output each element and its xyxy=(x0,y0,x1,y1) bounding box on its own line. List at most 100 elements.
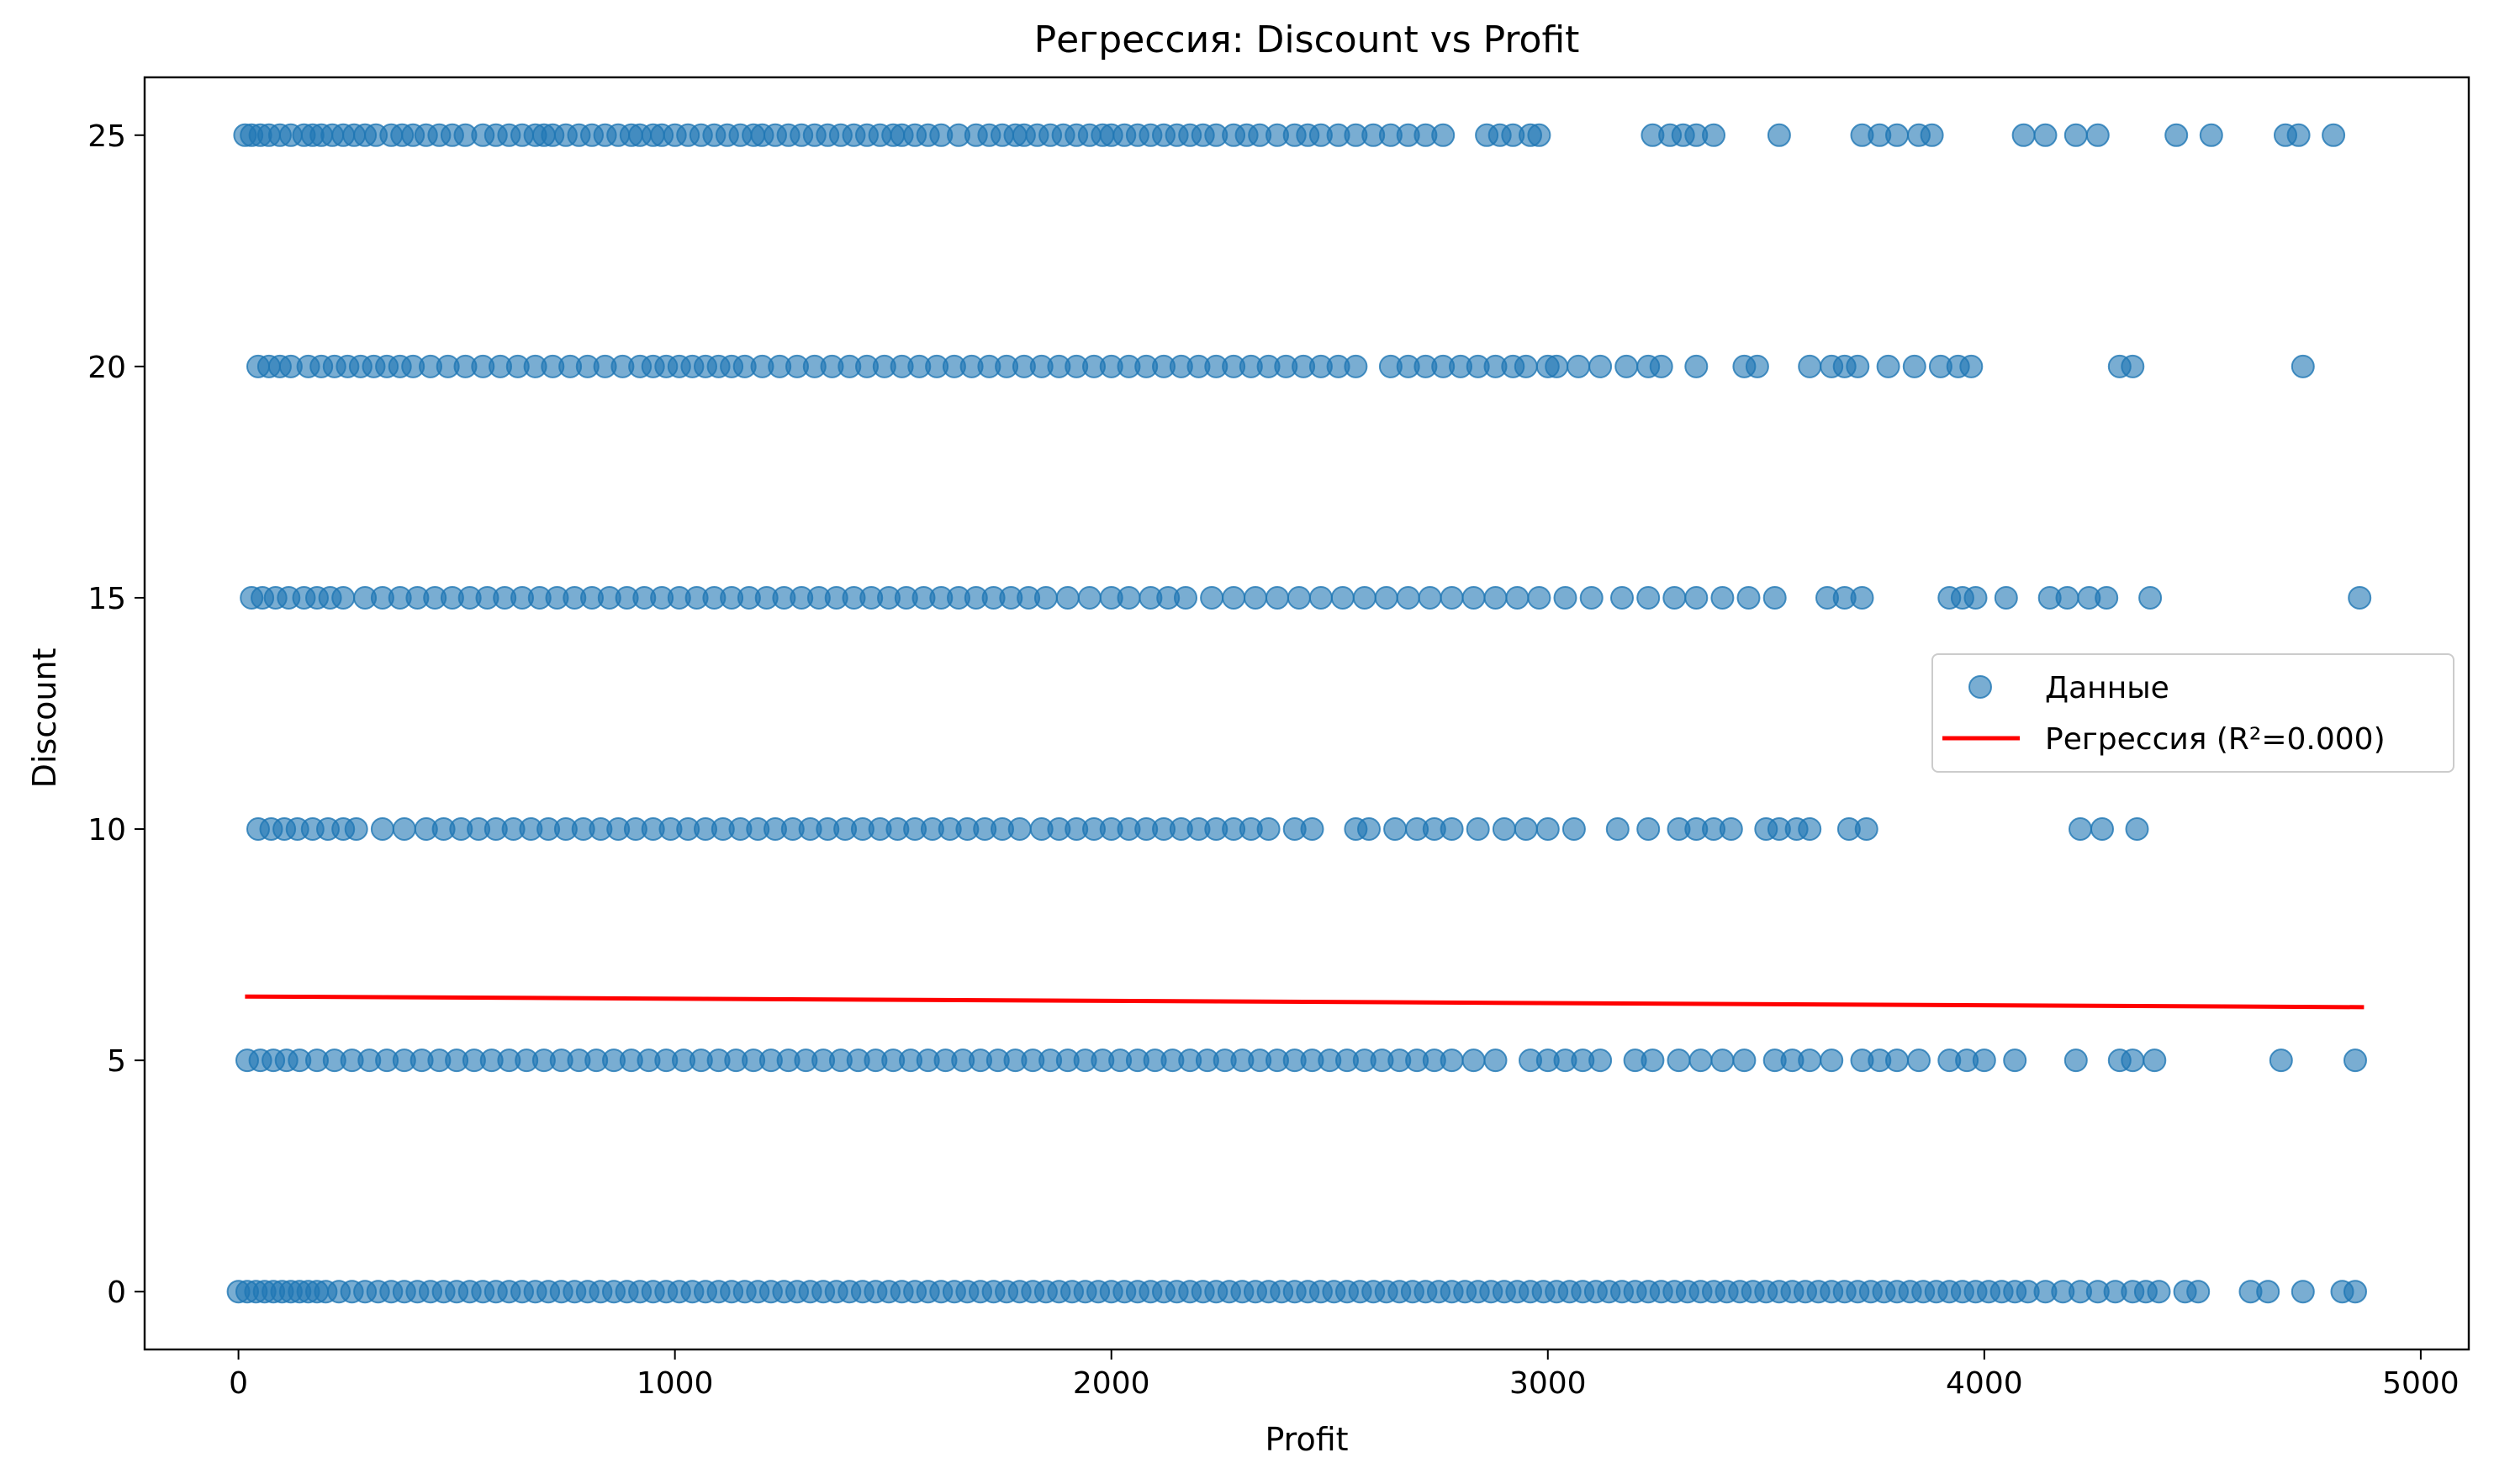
data-point xyxy=(1588,1048,1613,1073)
data-point xyxy=(2147,1280,2171,1304)
data-point xyxy=(2164,123,2189,147)
data-point xyxy=(1287,586,1311,610)
data-point xyxy=(2033,123,2058,147)
legend-label-points: Данные xyxy=(2045,671,2169,705)
data-point xyxy=(2095,586,2119,610)
data-point xyxy=(1579,586,1604,610)
y-axis-label: Discount xyxy=(26,648,63,789)
data-point xyxy=(1300,817,1324,841)
data-point xyxy=(1732,1048,1757,1073)
data-point xyxy=(2286,123,2311,147)
data-point xyxy=(2085,123,2110,147)
data-point xyxy=(1798,817,1822,841)
data-point xyxy=(1514,354,1538,378)
data-point xyxy=(2269,1048,2293,1073)
data-point xyxy=(1483,586,1508,610)
data-point xyxy=(2011,123,2036,147)
data-point xyxy=(1440,586,1464,610)
data-point xyxy=(2063,123,2088,147)
data-point xyxy=(2138,586,2163,610)
data-point xyxy=(1383,817,1408,841)
data-point xyxy=(2069,817,2092,841)
x-tick-label: 5000 xyxy=(2382,1366,2460,1401)
data-point xyxy=(1688,1048,1713,1073)
data-point xyxy=(2003,1048,2027,1073)
data-point xyxy=(1662,586,1687,610)
regression-line-layer xyxy=(245,994,2365,1010)
data-point xyxy=(1527,586,1551,610)
data-point xyxy=(1885,1048,1909,1073)
data-point xyxy=(1222,586,1246,610)
data-point xyxy=(1636,586,1661,610)
data-point xyxy=(1820,1048,1844,1073)
data-point xyxy=(2090,817,2114,841)
y-tick-label: 0 xyxy=(107,1275,126,1310)
data-point xyxy=(1344,354,1368,378)
data-point xyxy=(1994,586,2018,610)
plot-area-frame xyxy=(143,76,2470,1351)
data-point xyxy=(1117,586,1141,610)
data-point xyxy=(1959,354,1984,378)
data-point xyxy=(1545,354,1569,378)
data-point xyxy=(2186,1280,2211,1304)
data-point xyxy=(1719,817,1743,841)
data-point xyxy=(1649,354,1673,378)
data-point xyxy=(1667,1048,1691,1073)
x-tick-label: 0 xyxy=(229,1366,248,1401)
data-point xyxy=(1527,123,1551,147)
data-point xyxy=(1440,817,1464,841)
legend-label-regression: Регрессия (R²=0.000) xyxy=(2045,722,2386,757)
data-point xyxy=(392,817,416,841)
data-point xyxy=(2121,354,2145,378)
data-point xyxy=(1007,817,1032,841)
data-point xyxy=(1684,586,1709,610)
data-point xyxy=(1352,586,1376,610)
data-point xyxy=(344,817,368,841)
data-point xyxy=(1256,817,1281,841)
data-point xyxy=(1614,354,1639,378)
data-point xyxy=(1885,123,1909,147)
data-point xyxy=(1641,1048,1665,1073)
data-point xyxy=(2055,586,2079,610)
data-point xyxy=(1710,1048,1735,1073)
data-point xyxy=(1200,586,1224,610)
data-point xyxy=(1461,1048,1486,1073)
data-point xyxy=(1907,1048,1931,1073)
data-point xyxy=(1396,586,1420,610)
data-point xyxy=(1461,586,1486,610)
data-point xyxy=(1567,354,1591,378)
data-point xyxy=(1963,586,1988,610)
y-tick-label: 10 xyxy=(87,813,126,848)
data-point xyxy=(2256,1280,2280,1304)
data-point xyxy=(1798,354,1822,378)
data-point xyxy=(2143,1048,2167,1073)
legend-box xyxy=(1931,653,2454,773)
data-point xyxy=(2063,1048,2088,1073)
data-point xyxy=(1636,817,1661,841)
y-tick-label: 5 xyxy=(107,1044,126,1079)
data-point xyxy=(1514,817,1538,841)
data-point xyxy=(1702,123,1725,147)
data-point xyxy=(1745,354,1769,378)
data-point xyxy=(1308,586,1333,610)
y-tick-label: 25 xyxy=(87,119,126,154)
y-tick-label: 15 xyxy=(87,582,126,616)
y-tick-label: 20 xyxy=(87,351,126,385)
x-tick-label: 3000 xyxy=(1509,1366,1587,1401)
data-point xyxy=(1605,817,1630,841)
data-points xyxy=(226,123,2372,1304)
data-point xyxy=(1762,586,1787,610)
data-point xyxy=(1174,586,1197,610)
legend-marker-points xyxy=(1968,675,1992,699)
data-point xyxy=(2291,1280,2315,1304)
data-point xyxy=(2322,123,2346,147)
data-point xyxy=(331,586,356,610)
x-tick-label: 2000 xyxy=(1073,1366,1150,1401)
x-axis-label: Profit xyxy=(1265,1421,1348,1458)
data-point xyxy=(1920,123,1944,147)
data-point xyxy=(1483,1048,1508,1073)
chart-title: Регрессия: Discount vs Profit xyxy=(1034,18,1580,61)
data-point xyxy=(2291,354,2315,378)
data-point xyxy=(1854,817,1878,841)
